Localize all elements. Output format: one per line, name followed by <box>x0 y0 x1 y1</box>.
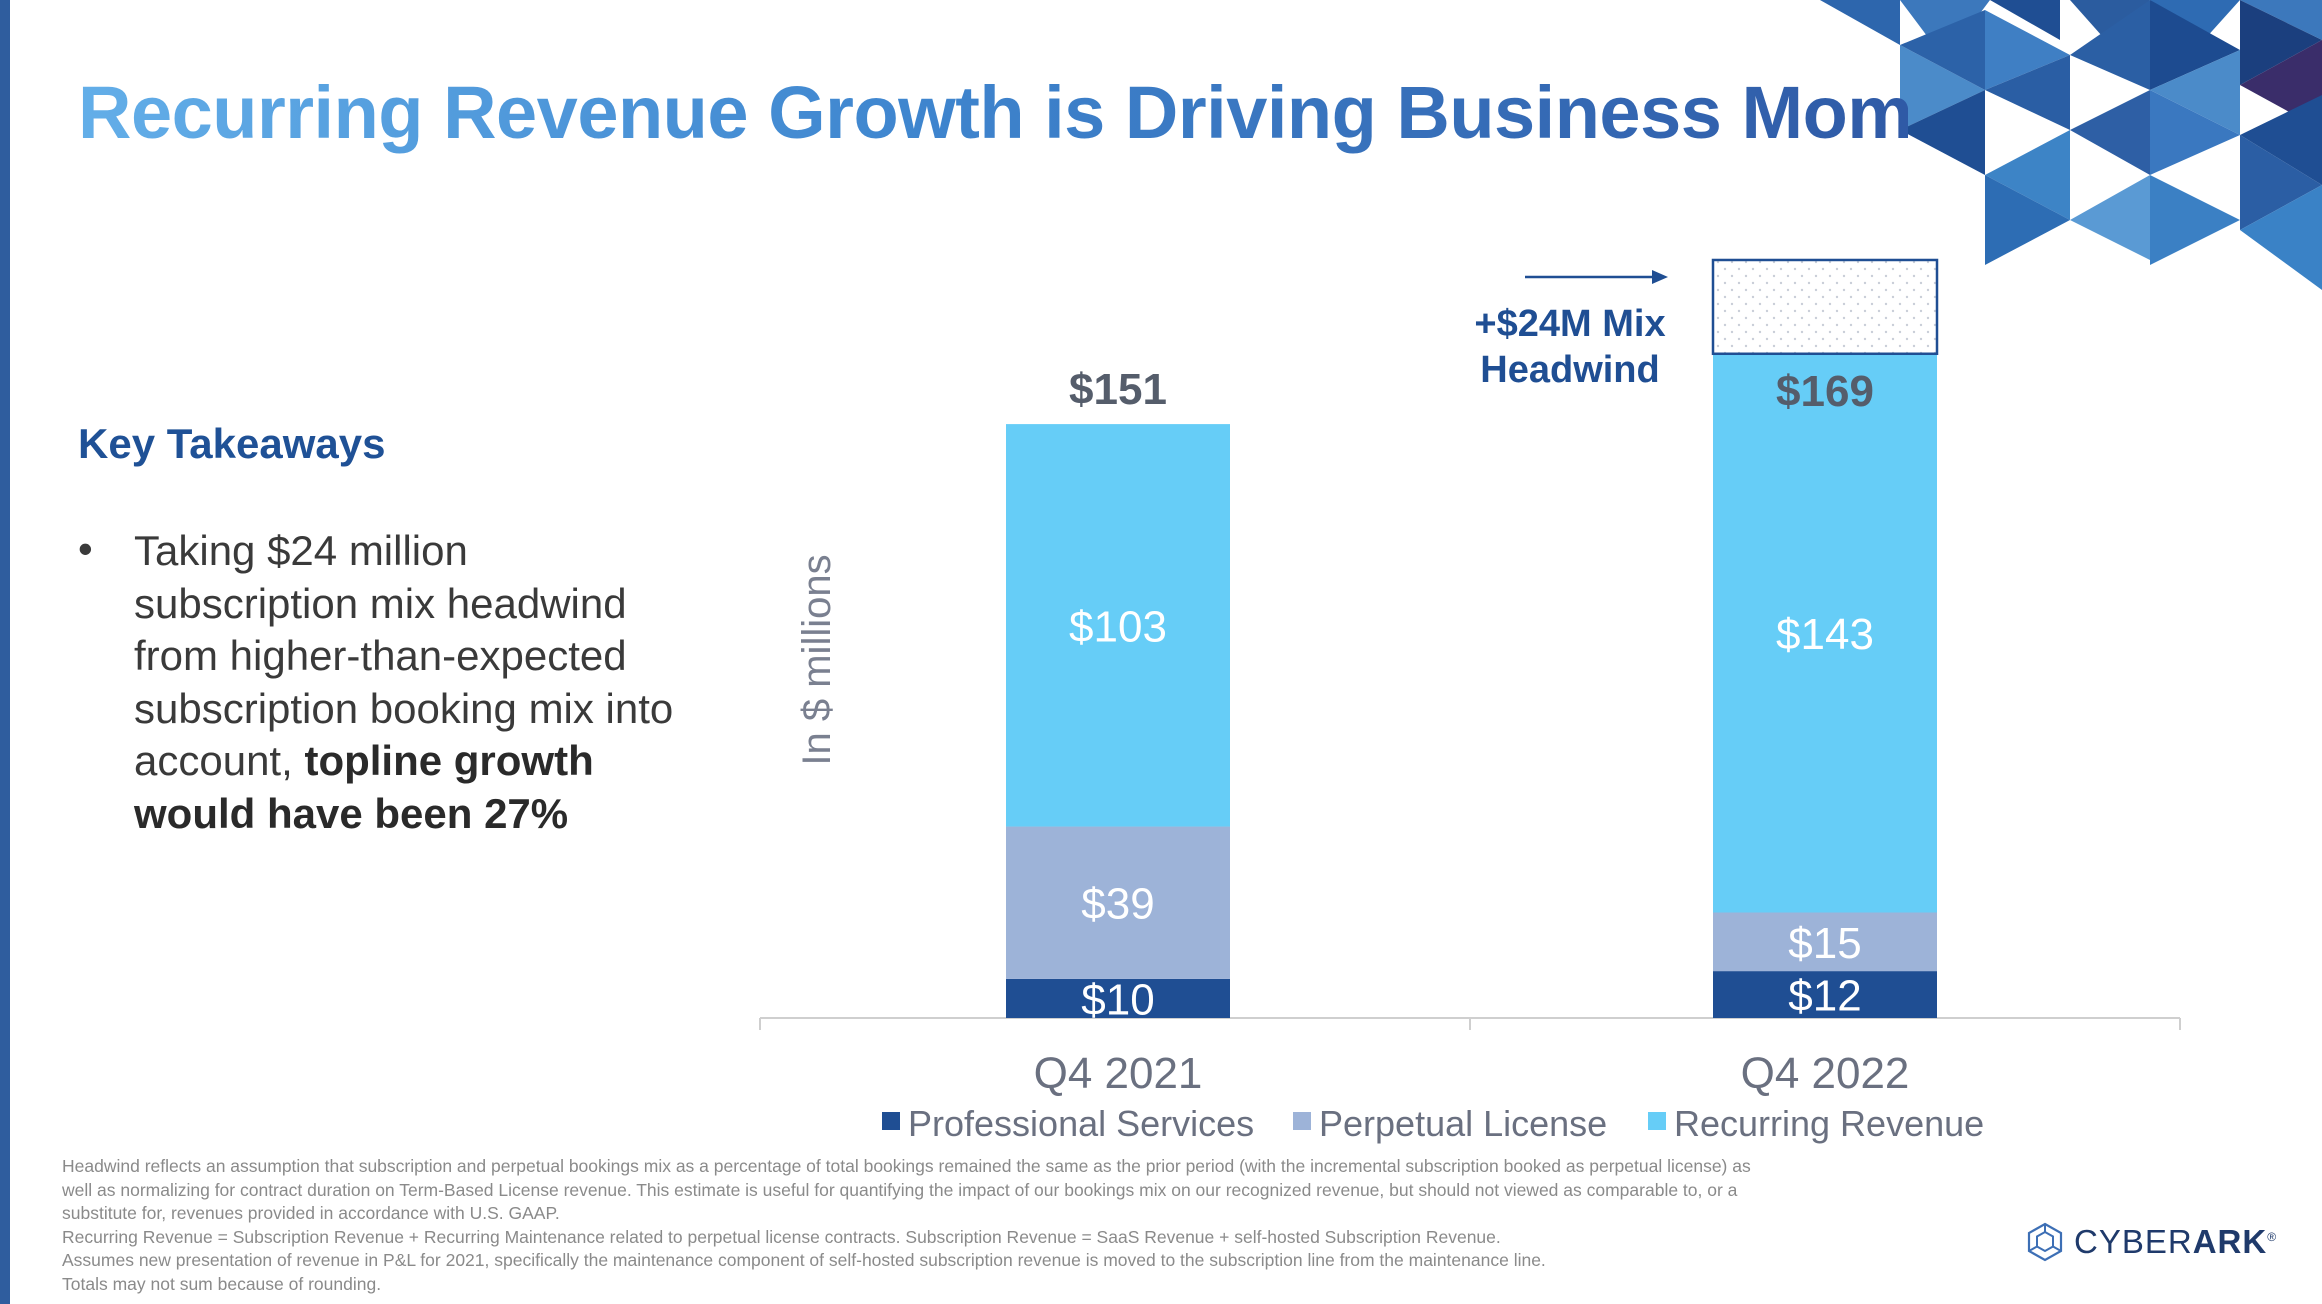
bar-value-label: $143 <box>1776 610 1874 659</box>
chart-legend: Professional Services Perpetual License Re… <box>882 1103 1984 1144</box>
x-tick-label: Q4 2022 <box>1741 1049 1910 1098</box>
bars-group: $10 $39 $103 $151 Q4 2021 $12$15 $143 $169 Q4 20… <box>1006 353 1937 1098</box>
x-tick-label: Q4 2021 <box>1034 1049 1203 1098</box>
bar-total-label: $151 <box>1069 365 1167 414</box>
key-takeaways-heading: Key Takeaways <box>78 420 386 467</box>
decorative-triangle-pattern <box>1820 0 2322 290</box>
headwind-arrow-head <box>1652 270 1668 284</box>
bullet-text-bold: topline growth would have been 27% <box>134 737 594 837</box>
legend-label: Recurring Revenue <box>1674 1103 1984 1144</box>
bullet-text: Taking $24 million subscription mix head… <box>134 525 678 840</box>
takeaway-bullet: • Taking $24 million subscription mix he… <box>78 525 678 840</box>
logo-text-light: CYBER <box>2074 1223 2193 1260</box>
headwind-segment <box>1711 258 1939 356</box>
bar-value-label: $12 <box>1788 972 1861 1021</box>
legend-swatch <box>1648 1112 1666 1130</box>
bullet-text-plain: Taking $24 million subscription mix head… <box>134 527 674 784</box>
legend-swatch <box>882 1112 900 1130</box>
bar-segment-recurring-revenue <box>1006 424 1230 827</box>
logo-wordmark: CYBERARK® <box>2074 1223 2277 1261</box>
legend-swatch <box>1293 1112 1311 1130</box>
left-accent-rule <box>0 0 10 1304</box>
footnote-line: Recurring Revenue = Subscription Revenue… <box>62 1226 1501 1247</box>
logo-registered-mark: ® <box>2267 1230 2278 1244</box>
bar-segment-perpetual-license <box>1713 912 1937 972</box>
y-axis-label: In $ millions <box>795 554 839 765</box>
footnote-line: Assumes new presentation of revenue in P… <box>62 1250 1546 1270</box>
triangle-tiles <box>1820 0 2322 290</box>
bar-value-label: $15 <box>1788 919 1861 968</box>
bar-value-label: $10 <box>1081 975 1154 1024</box>
bullet-marker: • <box>78 525 93 572</box>
footnotes: Headwind reflects an assumption that sub… <box>62 1155 1962 1296</box>
bar-value-label: $39 <box>1081 880 1154 929</box>
legend-label: Professional Services <box>908 1103 1254 1144</box>
bar-segment-perpetual-license <box>1006 826 1230 979</box>
headwind-label-line1: +$24M Mix <box>1474 303 1665 345</box>
cyberark-cube-icon <box>2027 1222 2063 1262</box>
bar-segment-recurring-revenue <box>1713 353 1937 913</box>
bar-total-label: $169 <box>1776 367 1874 416</box>
footnote-line: well as normalizing for contract duratio… <box>62 1179 1738 1200</box>
legend-label: Perpetual License <box>1319 1103 1607 1144</box>
bar-value-label: $103 <box>1069 602 1167 651</box>
page-title: Recurring Revenue Growth is Driving Busi… <box>78 71 2133 154</box>
logo-text-bold: ARK <box>2192 1223 2268 1260</box>
bar-segment-professional-services <box>1006 978 1230 1018</box>
footnote-line: Totals may not sum because of rounding. <box>62 1273 382 1294</box>
bar-segment-professional-services <box>1713 971 1937 1018</box>
footnote-line: Headwind reflects an assumption that sub… <box>62 1156 1751 1176</box>
footnote-line: substitute for, revenues provided in acc… <box>62 1203 560 1223</box>
headwind-label-line2: Headwind <box>1480 349 1659 391</box>
